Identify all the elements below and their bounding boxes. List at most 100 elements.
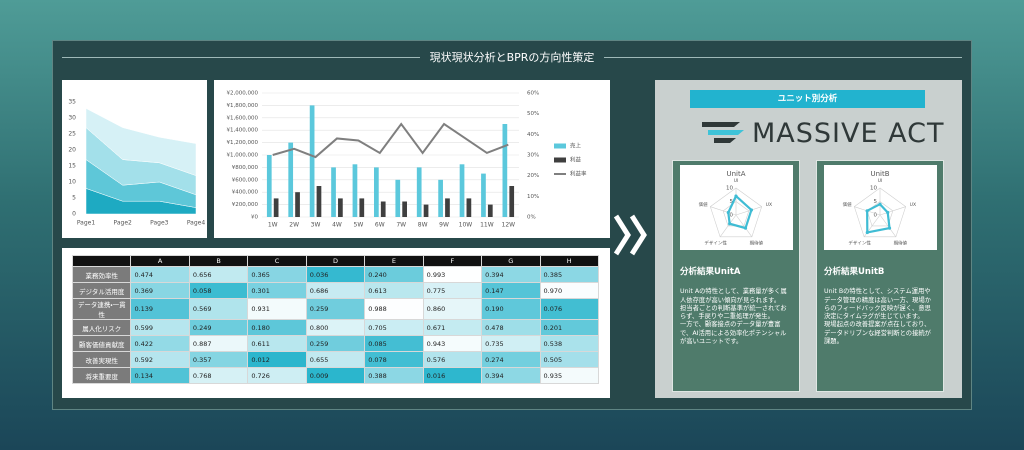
y-tick-label: 35	[68, 99, 76, 106]
heat-cell: 0.988	[364, 298, 424, 320]
radar-background	[824, 165, 937, 250]
heat-cell: 0.931	[247, 298, 307, 320]
heat-cell: 0.009	[305, 367, 366, 384]
heat-cell: 0.569	[188, 298, 249, 320]
unit-paragraph: 担当者ごとの判断基準が統一されておらず、手戻りや二重処理が発生。	[680, 304, 787, 321]
radar-title: UnitA	[726, 170, 745, 178]
radar-series	[727, 194, 753, 230]
heat-cell: 0.085	[364, 335, 424, 352]
heat-cell: 0.768	[188, 367, 249, 384]
y-tick-label: ¥1,000,000	[227, 153, 259, 159]
heat-cell: 0.134	[130, 367, 190, 384]
radar-spoke	[735, 206, 762, 216]
heat-cell: 0.935	[539, 367, 599, 384]
title-rule	[604, 56, 963, 58]
x-tick-label: 3W	[311, 222, 321, 229]
line	[272, 122, 509, 159]
column-header: D	[305, 255, 366, 267]
y-tick-label: ¥0	[251, 215, 258, 221]
axis-label: UI	[734, 178, 739, 184]
table-row: 将来重要度 0.134 0.768 0.726 0.009 0.388 0.016 0.394…	[71, 367, 599, 384]
radar-spoke	[719, 214, 737, 238]
y2-tick-label: 10%	[527, 194, 539, 200]
bar	[487, 204, 493, 217]
heat-cell: 0.887	[188, 335, 249, 352]
r-tick-label: 0	[730, 213, 734, 219]
bar	[273, 198, 279, 217]
row-label: 将来重要度	[71, 367, 132, 384]
bar	[445, 198, 450, 217]
table-row: 業務効率性 0.474 0.656 0.365 0.036 0.240 0.993 0.394…	[71, 266, 599, 283]
bar	[402, 201, 407, 217]
unit-heading: 分析結果UnitA	[680, 267, 741, 277]
heat-cell: 0.576	[422, 351, 483, 368]
x-tick-label: Page2	[113, 220, 132, 227]
column-header: C	[247, 255, 307, 267]
heat-cell: 0.016	[422, 367, 483, 384]
bar	[295, 192, 300, 217]
x-tick-label: 2W	[289, 222, 299, 229]
area	[85, 107, 197, 176]
r-tick-label: 10	[870, 186, 877, 192]
bar	[416, 167, 422, 217]
radar-series	[866, 202, 891, 234]
heat-cell: 0.800	[305, 319, 366, 336]
y2-tick-label: 50%	[527, 111, 539, 117]
row-label: 改善実現性	[71, 351, 132, 368]
logo-mark	[702, 122, 744, 143]
radar-spoke	[735, 214, 753, 238]
heat-cell: 0.613	[364, 282, 424, 299]
heat-cell: 0.139	[130, 298, 190, 320]
bar	[380, 201, 386, 217]
bar	[338, 198, 343, 217]
heat-cell: 0.599	[130, 319, 190, 336]
radar-point	[743, 226, 748, 230]
row-label: 顧客価値貢献度	[71, 335, 132, 352]
y2-tick-label: 20%	[527, 173, 539, 179]
unit-text: 分析結果UnitA Unit Aの特性として、業務量が多く属人依存度が高い傾向が…	[680, 268, 792, 346]
axis-label: 価値	[843, 201, 852, 208]
heat-cell: 0.240	[364, 266, 424, 283]
row-label: 業務効率性	[71, 266, 132, 283]
combo-chart-box	[214, 80, 610, 238]
row-label: データ連携・一貫性	[71, 298, 132, 320]
r-tick-label: 0	[874, 213, 878, 219]
table-row: 改善実現性 0.592 0.357 0.012 0.655 0.078 0.576 0.274…	[71, 351, 599, 368]
radar-point	[887, 226, 892, 230]
unit-banner: ユニット別分析	[690, 90, 925, 108]
y-tick-label: 20	[68, 147, 76, 154]
radar-point	[865, 230, 869, 235]
y2-tick-label: 30%	[527, 153, 539, 159]
area-chart: 0 5 10 15 20 25 30 35 Page1 Page2 Page3 Page4	[68, 99, 205, 227]
y-tick-label: 25	[68, 131, 76, 138]
y-tick-label: ¥400,000	[232, 190, 259, 196]
heat-cell: 0.422	[130, 335, 190, 352]
heat-cell: 0.656	[188, 266, 249, 283]
heat-cell: 0.190	[481, 298, 541, 320]
y-tick-label: ¥1,600,000	[227, 115, 259, 121]
heat-cell: 0.705	[364, 319, 424, 336]
heat-cell: 0.686	[305, 282, 366, 299]
heat-cell: 0.147	[481, 282, 541, 299]
r-tick-label: 10	[726, 186, 733, 192]
heat-cell: 0.078	[364, 351, 424, 368]
axis-label: 期待値	[894, 239, 908, 246]
y-tick-label: ¥200,000	[232, 202, 259, 208]
x-tick-label: 7W	[396, 222, 406, 229]
heat-cell: 0.592	[130, 351, 190, 368]
axis-label: デザイン性	[848, 239, 871, 246]
table-row: 顧客価値貢献度 0.422 0.887 0.611 0.259 0.085 0.943 0.7…	[71, 335, 599, 352]
heat-cell: 0.505	[539, 351, 599, 368]
y2-tick-label: 40%	[527, 132, 539, 138]
arrow-icon	[613, 214, 647, 256]
axis-label: UI	[878, 178, 883, 184]
corner-cell	[71, 255, 132, 267]
axis-label: 価値	[699, 201, 708, 208]
legend-swatch	[554, 157, 566, 163]
x-tick-label: Page3	[150, 220, 169, 227]
bar	[359, 198, 365, 217]
x-tick-label: 4W	[332, 222, 342, 229]
